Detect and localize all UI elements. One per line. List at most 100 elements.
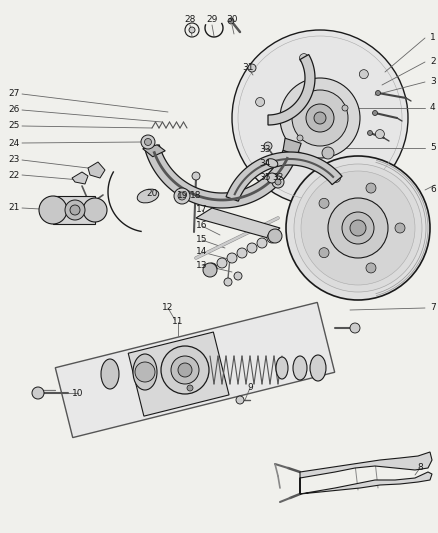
Text: 9: 9: [247, 384, 253, 392]
Circle shape: [272, 157, 281, 166]
Ellipse shape: [293, 356, 307, 380]
Circle shape: [237, 248, 247, 258]
Circle shape: [375, 130, 385, 139]
Circle shape: [306, 104, 334, 132]
Text: 29: 29: [206, 15, 218, 25]
Text: 17: 17: [196, 206, 208, 214]
Circle shape: [178, 363, 192, 377]
Circle shape: [256, 98, 265, 107]
Polygon shape: [55, 302, 335, 438]
Circle shape: [319, 198, 329, 208]
Text: 6: 6: [430, 185, 436, 195]
Circle shape: [366, 263, 376, 273]
Ellipse shape: [266, 159, 278, 167]
Circle shape: [228, 18, 234, 24]
Text: 8: 8: [417, 464, 423, 472]
Circle shape: [332, 173, 341, 182]
Circle shape: [83, 198, 107, 222]
Circle shape: [275, 179, 281, 185]
Circle shape: [395, 223, 405, 233]
Circle shape: [65, 200, 85, 220]
Circle shape: [247, 243, 257, 253]
Text: 5: 5: [430, 143, 436, 152]
Text: 15: 15: [196, 236, 208, 245]
Circle shape: [268, 229, 282, 243]
Circle shape: [319, 248, 329, 257]
Circle shape: [189, 27, 195, 33]
Circle shape: [350, 323, 360, 333]
Circle shape: [342, 212, 374, 244]
Text: 11: 11: [172, 318, 184, 327]
Circle shape: [161, 346, 209, 394]
Circle shape: [286, 156, 430, 300]
Text: 32: 32: [272, 174, 284, 182]
Circle shape: [192, 172, 200, 180]
Circle shape: [227, 253, 237, 263]
Circle shape: [292, 90, 348, 146]
Polygon shape: [283, 138, 301, 155]
Text: 20: 20: [146, 190, 158, 198]
Text: 22: 22: [8, 171, 20, 180]
Circle shape: [248, 64, 256, 72]
Text: 26: 26: [8, 106, 20, 115]
Text: 3: 3: [430, 77, 436, 86]
Ellipse shape: [310, 355, 326, 381]
Text: 21: 21: [8, 204, 20, 213]
Ellipse shape: [276, 357, 288, 379]
Circle shape: [39, 196, 67, 224]
Circle shape: [372, 110, 378, 116]
Circle shape: [375, 91, 381, 95]
Circle shape: [267, 173, 277, 183]
Circle shape: [272, 176, 284, 188]
Text: 16: 16: [196, 222, 208, 230]
Circle shape: [280, 78, 360, 158]
Circle shape: [178, 192, 186, 200]
Text: 1: 1: [430, 34, 436, 43]
Circle shape: [171, 356, 199, 384]
Circle shape: [267, 233, 277, 243]
Circle shape: [135, 362, 155, 382]
Polygon shape: [226, 152, 342, 201]
Text: 31: 31: [242, 63, 254, 72]
Text: 34: 34: [259, 159, 271, 168]
Text: 13: 13: [196, 261, 208, 270]
Text: 27: 27: [8, 90, 20, 99]
Circle shape: [187, 385, 193, 391]
Text: 10: 10: [72, 389, 84, 398]
Circle shape: [342, 105, 348, 111]
Circle shape: [32, 387, 44, 399]
Circle shape: [314, 112, 326, 124]
Polygon shape: [53, 196, 95, 224]
Circle shape: [174, 188, 190, 204]
Circle shape: [217, 258, 227, 268]
Circle shape: [257, 238, 267, 248]
Circle shape: [203, 263, 217, 277]
Ellipse shape: [133, 354, 157, 390]
Circle shape: [232, 30, 408, 206]
Text: 14: 14: [196, 247, 208, 256]
Circle shape: [300, 54, 308, 62]
Circle shape: [70, 205, 80, 215]
Polygon shape: [88, 162, 105, 178]
Text: 25: 25: [8, 122, 20, 131]
Text: 23: 23: [8, 156, 20, 165]
Circle shape: [359, 70, 368, 79]
Circle shape: [328, 198, 388, 258]
Text: 7: 7: [430, 303, 436, 312]
Text: 18: 18: [190, 191, 202, 200]
Text: 30: 30: [226, 15, 238, 25]
Circle shape: [141, 135, 155, 149]
Polygon shape: [128, 332, 229, 416]
Circle shape: [234, 272, 242, 280]
Circle shape: [297, 135, 303, 141]
Polygon shape: [72, 172, 88, 184]
Circle shape: [145, 139, 152, 146]
Circle shape: [367, 131, 372, 135]
Circle shape: [236, 396, 244, 404]
Circle shape: [350, 220, 366, 236]
Circle shape: [366, 183, 376, 193]
Polygon shape: [300, 452, 432, 494]
Text: 19: 19: [177, 191, 189, 200]
Text: 2: 2: [430, 58, 436, 67]
Circle shape: [301, 171, 415, 285]
